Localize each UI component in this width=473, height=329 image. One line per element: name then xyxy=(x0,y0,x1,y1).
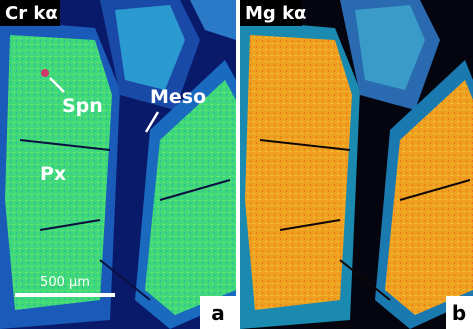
annotation: Spn xyxy=(62,95,103,117)
panel-title: Mg kα xyxy=(245,3,306,24)
cr-map xyxy=(0,0,236,329)
page: Cr kα Mg kα Spn Meso Px 500 μm a b (() =… xyxy=(0,0,473,329)
annotation: Meso xyxy=(150,86,206,108)
panel-title: Cr kα xyxy=(5,3,58,24)
scale-bar xyxy=(15,293,115,297)
mg-map xyxy=(240,0,473,329)
panel-letter: b xyxy=(452,301,466,325)
panel-letter: a xyxy=(211,301,225,325)
figure: Cr kα Mg kα Spn Meso Px 500 μm a b xyxy=(0,0,473,329)
scale-label: 500 μm xyxy=(40,275,90,290)
annotation: Px xyxy=(40,163,66,185)
